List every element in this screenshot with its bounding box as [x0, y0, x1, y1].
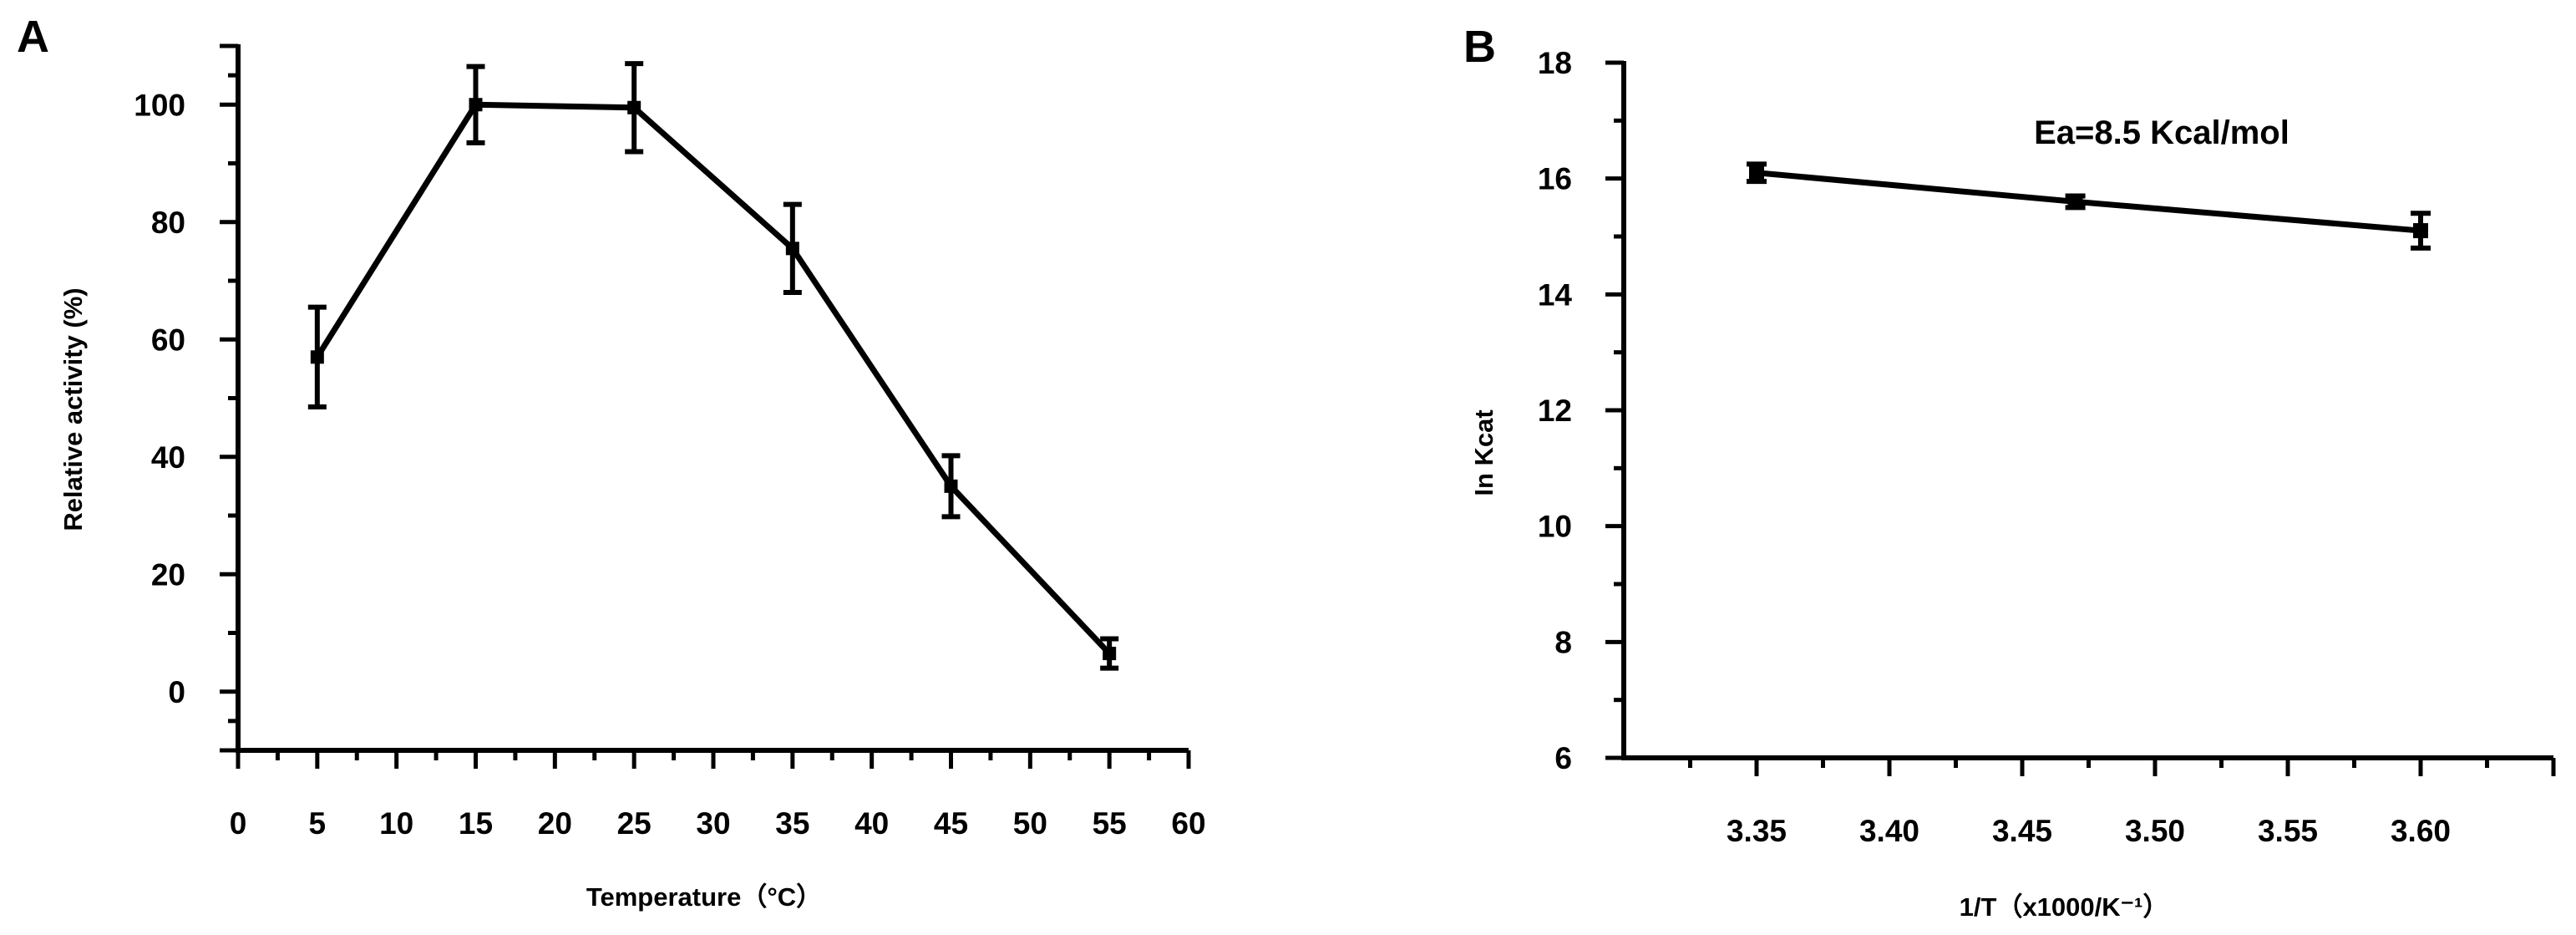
panel-b-x-tick-label: 3.35 — [1727, 814, 1787, 848]
panel-a-x-tick-label: 60 — [1171, 806, 1205, 841]
panel-b-x-tick-label: 3.60 — [2391, 814, 2451, 848]
panel-a-y-tick-label: 80 — [151, 206, 185, 240]
panel-a-x-tick-label: 25 — [617, 806, 652, 841]
panel-b: B In Kcat 1/T（x1000/K⁻¹） Ea=8.5 Kcal/mol… — [1463, 22, 2556, 922]
panel-a-y-axis-title: Relative activity (%) — [58, 287, 88, 531]
panel-a: A Relative activity (%) Temperature（°C） … — [17, 12, 1206, 912]
panel-a-x-tick-label: 20 — [538, 806, 572, 841]
panel-a-y-tick-label: 100 — [134, 88, 185, 122]
panel-b-letter: B — [1463, 22, 1496, 72]
panel-a-y-tick-label: 40 — [151, 440, 185, 475]
panel-a-series-line — [314, 101, 1112, 656]
panel-b-data-point — [1749, 165, 1764, 180]
activation-energy-annotation: Ea=8.5 Kcal/mol — [2034, 114, 2289, 151]
panel-a-x-tick-label: 50 — [1013, 806, 1047, 841]
panel-b-y-tick-label: 12 — [1538, 394, 1572, 428]
panel-a-data-point — [310, 350, 324, 364]
panel-a-x-tick-label: 10 — [379, 806, 413, 841]
panel-b-y-tick-label: 18 — [1538, 46, 1572, 80]
panel-a-y-tick-label: 0 — [168, 675, 185, 709]
panel-a-x-tick-label: 55 — [1093, 806, 1127, 841]
panel-a-x-axis-title: Temperature（°C） — [586, 882, 822, 912]
panel-a-y-tick-label: 60 — [151, 323, 185, 357]
panel-a-x-tick-label: 35 — [775, 806, 809, 841]
panel-b-x-axis-title: 1/T（x1000/K⁻¹） — [1960, 892, 2169, 922]
panel-a-x-tick-label: 15 — [459, 806, 493, 841]
panel-a-data-point — [469, 98, 483, 112]
panel-b-x-tick-label: 3.55 — [2258, 814, 2318, 848]
panel-a-letter: A — [17, 12, 49, 62]
panel-a-x-tick-label: 30 — [696, 806, 730, 841]
panel-a-x-tick-label: 40 — [854, 806, 889, 841]
panel-b-y-tick-label: 8 — [1554, 625, 1572, 659]
panel-a-data-point — [785, 241, 799, 256]
panel-a-x-tick-label: 5 — [309, 806, 327, 841]
panel-b-y-tick-label: 16 — [1538, 162, 1572, 196]
panel-b-series-line — [1756, 170, 2421, 234]
panel-b-data-point — [2067, 194, 2083, 210]
panel-a-data-point — [944, 479, 958, 493]
panel-a-x-tick-label: 45 — [934, 806, 968, 841]
panel-a-x-tick-label: 0 — [230, 806, 247, 841]
panel-b-data-point — [2413, 223, 2428, 239]
panel-a-data-point — [1103, 647, 1117, 661]
panel-b-x-tick-label: 3.50 — [2125, 814, 2185, 848]
panel-a-y-tick-label: 20 — [151, 557, 185, 592]
panel-b-x-tick-label: 3.40 — [1859, 814, 1919, 848]
panel-b-x-tick-label: 3.45 — [1992, 814, 2052, 848]
panel-a-data-point — [627, 100, 641, 114]
panel-b-y-tick-label: 10 — [1538, 510, 1572, 544]
panel-b-y-tick-label: 6 — [1554, 741, 1572, 775]
panel-b-y-tick-label: 14 — [1538, 277, 1573, 312]
panel-b-y-axis-title: In Kcat — [1469, 409, 1498, 495]
